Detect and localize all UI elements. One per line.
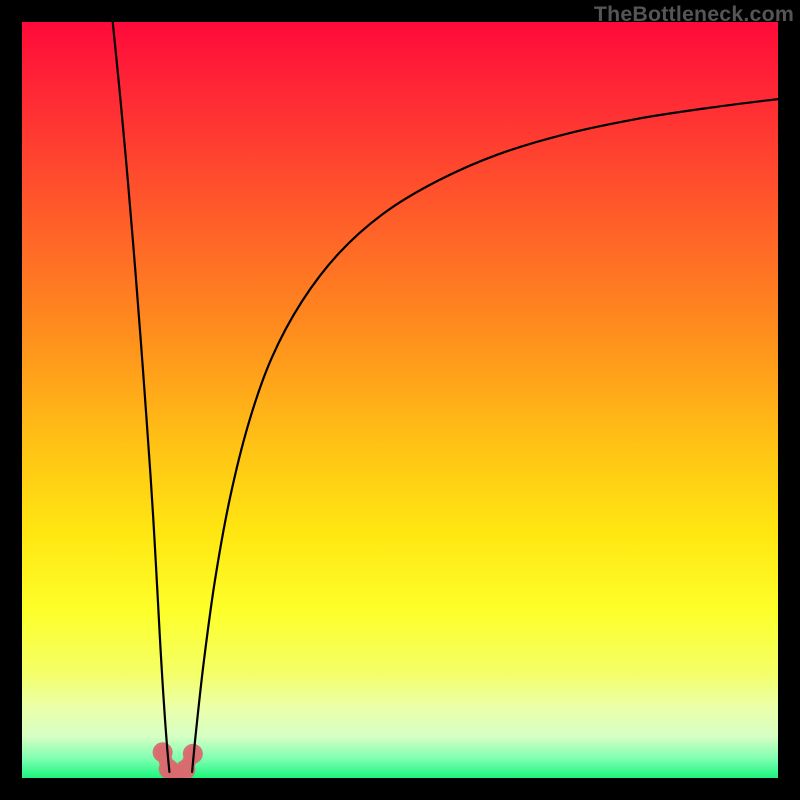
bottleneck-curve-right <box>192 99 778 772</box>
curve-layer <box>22 22 778 778</box>
plot-area <box>22 22 778 778</box>
watermark-text: TheBottleneck.com <box>594 2 794 27</box>
bottleneck-curve-left <box>113 22 170 772</box>
